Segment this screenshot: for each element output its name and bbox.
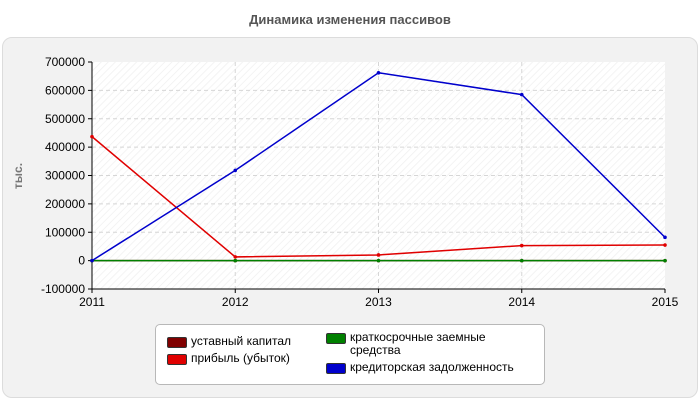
legend-label: кредиторская задолженность [350, 360, 514, 374]
series-point [233, 258, 238, 263]
x-tick-label: 2013 [365, 295, 392, 309]
series-point [519, 243, 524, 248]
series-point [90, 258, 94, 263]
series-point [376, 253, 381, 257]
y-tick-label: 500000 [45, 112, 85, 126]
chart-title: Динамика изменения пассивов [249, 12, 451, 27]
legend-label: уставный капитал [191, 334, 291, 348]
legend-swatch [326, 363, 346, 374]
series-point [519, 92, 524, 97]
legend-swatch [167, 354, 187, 365]
y-tick-label: 0 [78, 254, 85, 268]
legend-item-kreditorskaya: кредиторская задолженность [326, 361, 514, 374]
series-group [90, 70, 667, 263]
series-point [90, 134, 94, 139]
legend-label: прибыль (убыток) [191, 351, 290, 365]
legend-label: краткосрочные заемные средства [350, 330, 486, 357]
y-tick-label: 400000 [45, 140, 85, 154]
series-point [663, 235, 667, 240]
series-point [663, 243, 667, 247]
x-tick-label: 2014 [508, 295, 535, 309]
y-tick-label: -100000 [41, 282, 85, 296]
legend-swatch [167, 337, 187, 348]
series-point [233, 168, 238, 173]
y-tick-label: 600000 [45, 83, 85, 97]
y-axis-label: тыс. [11, 163, 25, 189]
series-point [376, 70, 381, 75]
y-tick-label: 200000 [45, 197, 85, 211]
legend-item-kratkosrochnye: краткосрочные заемные средства [326, 331, 531, 357]
legend: уставный капитал прибыль (убыток) кратко… [155, 324, 545, 385]
y-tick-label: 700000 [45, 55, 85, 69]
series-point [233, 255, 238, 259]
series-point [663, 258, 667, 263]
x-tick-label: 2011 [79, 295, 105, 309]
x-tick-label: 2015 [652, 295, 679, 309]
y-tick-label: 100000 [45, 225, 85, 239]
x-tick-labels: 2011 2012 2013 2014 2015 [79, 289, 679, 309]
legend-item-pribyl: прибыль (убыток) [167, 352, 290, 365]
series-point [519, 258, 524, 263]
y-tick-label: 300000 [45, 169, 85, 183]
legend-swatch [326, 333, 346, 344]
legend-item-ustavny-kapital: уставный капитал [167, 335, 291, 348]
series-point [376, 258, 381, 263]
y-tick-labels: 700000 600000 500000 400000 300000 200000 1000… [41, 55, 92, 296]
x-tick-label: 2012 [222, 295, 249, 309]
